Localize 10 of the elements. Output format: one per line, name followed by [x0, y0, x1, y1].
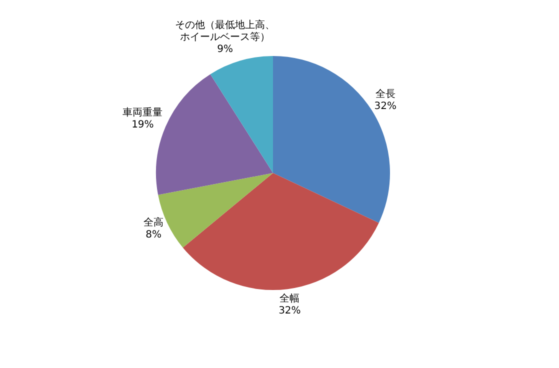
data-label: 8% [146, 230, 162, 241]
slice-label: 全幅 [280, 292, 300, 305]
data-label: 32% [278, 306, 301, 317]
data-label: 32% [374, 100, 397, 112]
slice-label: その他（最低地上高、ホイールベース等） [175, 19, 276, 44]
slice-label: 全高 [144, 216, 164, 229]
data-label: 19% [132, 119, 154, 130]
slice-label: 全長 [375, 88, 396, 100]
data-label: 9% [217, 44, 233, 56]
slice-label: 車両重量 [122, 106, 163, 118]
